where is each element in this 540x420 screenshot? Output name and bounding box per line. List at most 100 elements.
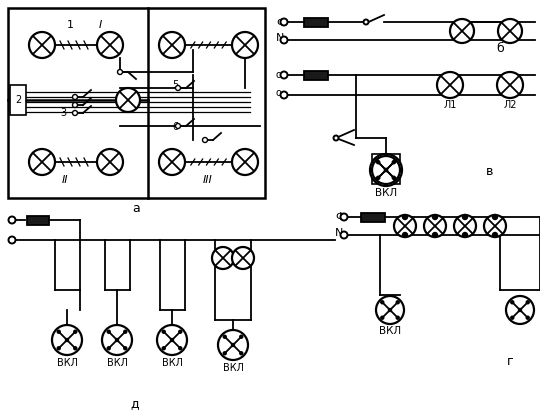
Text: д: д [131, 397, 139, 410]
Bar [361, 213, 385, 221]
Circle shape [74, 347, 77, 350]
Circle shape [376, 160, 379, 163]
Circle shape [280, 37, 287, 44]
Circle shape [341, 231, 348, 239]
Circle shape [377, 176, 380, 179]
Circle shape [116, 88, 140, 112]
Text: 2: 2 [15, 95, 21, 105]
Text: N: N [276, 33, 285, 43]
Circle shape [506, 296, 534, 324]
Circle shape [72, 94, 78, 100]
Circle shape [232, 32, 258, 58]
Circle shape [454, 215, 476, 237]
Circle shape [396, 316, 399, 319]
Circle shape [57, 347, 60, 350]
Bar [27, 215, 49, 225]
Circle shape [393, 160, 396, 163]
Circle shape [176, 86, 180, 90]
Text: б: б [496, 42, 504, 55]
Circle shape [29, 32, 55, 58]
Text: 4: 4 [36, 168, 44, 178]
Circle shape [162, 330, 165, 333]
Circle shape [9, 216, 16, 223]
Text: N: N [335, 228, 343, 238]
Bar [304, 71, 328, 79]
Bar [304, 18, 328, 26]
Circle shape [72, 102, 78, 108]
Circle shape [396, 301, 399, 304]
Text: I: I [98, 20, 102, 30]
Circle shape [232, 247, 254, 269]
Circle shape [57, 330, 60, 333]
Circle shape [52, 325, 82, 355]
Circle shape [232, 149, 258, 175]
Circle shape [223, 335, 226, 338]
Circle shape [433, 233, 437, 237]
Circle shape [65, 339, 69, 341]
Circle shape [176, 123, 180, 129]
Circle shape [484, 215, 506, 237]
Circle shape [526, 316, 529, 319]
Text: 1: 1 [66, 20, 73, 30]
Circle shape [29, 149, 55, 175]
Circle shape [240, 352, 243, 355]
Circle shape [157, 325, 187, 355]
Text: в: в [487, 165, 494, 178]
Circle shape [381, 316, 384, 319]
Circle shape [462, 233, 468, 237]
Text: ВКЛ: ВКЛ [222, 363, 244, 373]
Circle shape [377, 161, 380, 164]
Circle shape [124, 330, 127, 333]
Text: 5: 5 [172, 80, 178, 90]
Text: ВКЛ: ВКЛ [161, 358, 183, 368]
Circle shape [393, 177, 396, 180]
Text: Л2: Л2 [503, 100, 517, 110]
Text: ВКЛ: ВКЛ [375, 188, 397, 198]
Circle shape [97, 149, 123, 175]
Circle shape [376, 296, 404, 324]
Circle shape [107, 330, 110, 333]
Circle shape [526, 301, 529, 304]
Circle shape [392, 176, 395, 179]
Text: ВКЛ: ВКЛ [57, 358, 77, 368]
Circle shape [218, 330, 248, 360]
Circle shape [280, 18, 287, 26]
Text: III: III [203, 175, 213, 185]
Text: г: г [507, 355, 514, 368]
Text: Л1: Л1 [443, 100, 457, 110]
Circle shape [394, 215, 416, 237]
Circle shape [74, 330, 77, 333]
Text: Ф: Ф [335, 212, 345, 222]
Circle shape [124, 347, 127, 350]
Text: 3: 3 [60, 108, 66, 118]
Circle shape [202, 137, 207, 142]
Text: ВКЛ: ВКЛ [379, 326, 401, 336]
Circle shape [492, 233, 497, 237]
Text: а: а [132, 202, 140, 215]
Circle shape [159, 32, 185, 58]
Circle shape [437, 72, 463, 98]
Circle shape [402, 215, 408, 220]
Circle shape [376, 177, 379, 180]
Circle shape [424, 215, 446, 237]
Circle shape [171, 339, 173, 341]
Circle shape [392, 161, 395, 164]
Circle shape [97, 32, 123, 58]
Circle shape [212, 247, 234, 269]
Circle shape [280, 92, 287, 99]
Circle shape [381, 301, 384, 304]
Circle shape [116, 339, 118, 341]
Text: ВКЛ: ВКЛ [106, 358, 127, 368]
Circle shape [107, 347, 110, 350]
Circle shape [388, 309, 392, 312]
Circle shape [280, 71, 287, 79]
Circle shape [462, 215, 468, 220]
Bar [372, 154, 400, 184]
Bar [8, 8, 265, 198]
Circle shape [363, 19, 368, 24]
Circle shape [240, 335, 243, 338]
Circle shape [334, 136, 339, 141]
Text: Ф: Ф [276, 18, 286, 28]
Circle shape [511, 316, 514, 319]
Circle shape [162, 347, 165, 350]
